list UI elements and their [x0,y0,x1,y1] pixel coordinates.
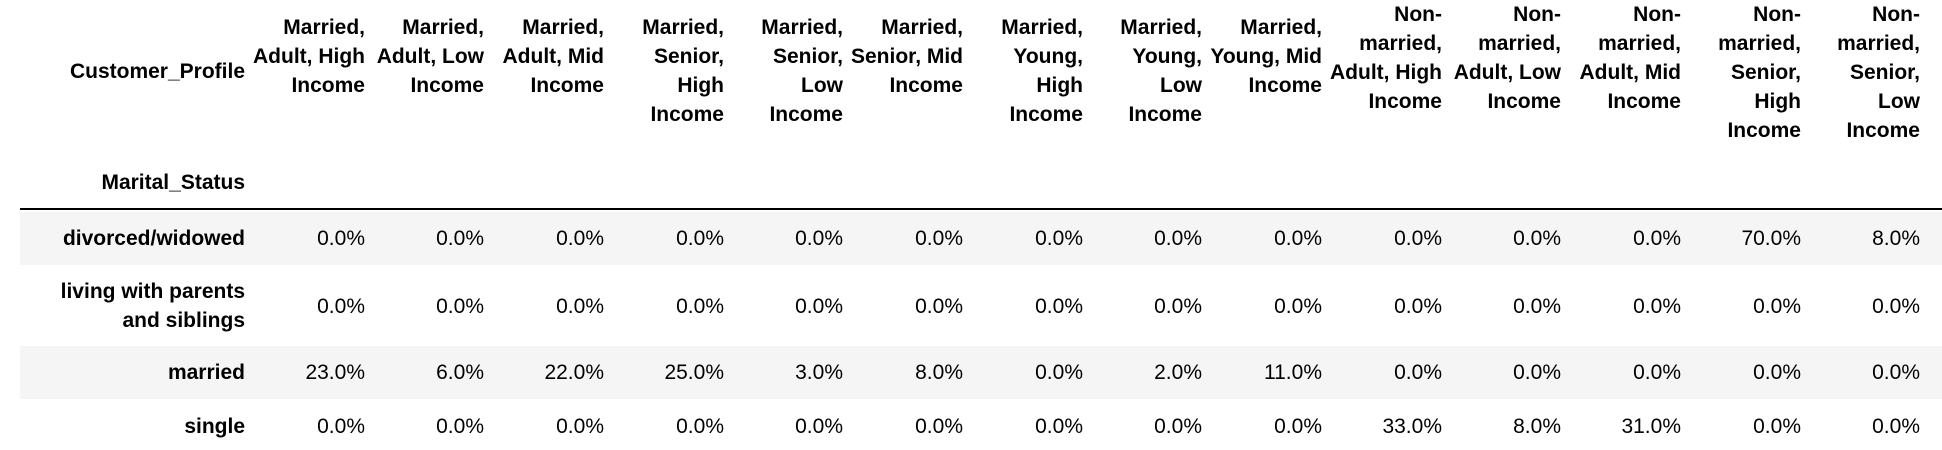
table-cell: 0.0% [1394,294,1442,318]
column-header: Married, Senior, Low Income [761,16,843,126]
table-cell: 0.0% [556,294,604,318]
table-cell: 6.0% [436,360,484,384]
header-rule [20,208,1942,210]
table-cell: 0.0% [317,294,365,318]
table-cell: 0.0% [1872,414,1920,438]
table-cell: 0.0% [1513,360,1561,384]
table-cell: 0.0% [795,226,843,250]
table-cell: 0.0% [436,294,484,318]
table-cell: 0.0% [1154,294,1202,318]
row-label: married [167,360,245,384]
table-cell: 0.0% [556,226,604,250]
table-cell: 0.0% [1035,294,1083,318]
table-cell: 0.0% [1154,226,1202,250]
index-header: Customer_Profile [69,60,245,83]
column-header: Non-married, Senior, Low Income [1837,3,1920,142]
table-cell: 0.0% [317,414,365,438]
row-label: single [184,414,245,438]
table-cell: 31.0% [1621,414,1681,438]
table-cell: 0.0% [1154,414,1202,438]
table-cell: 22.0% [544,360,604,384]
table-cell: 0.0% [1753,360,1801,384]
row-label: divorced/widowed [62,226,245,250]
table-cell: 0.0% [1872,294,1920,318]
column-header: Non-married, Adult, High Income [1330,3,1442,113]
table-cell: 0.0% [1633,360,1681,384]
table-cell: 8.0% [1872,226,1920,250]
row-band-married [20,346,1942,399]
table-cell: 0.0% [1633,226,1681,250]
table-cell: 0.0% [436,414,484,438]
table-cell: 33.0% [1382,414,1442,438]
column-header: Married, Adult, High Income [253,16,365,97]
table-cell: 2.0% [1154,360,1202,384]
table-cell: 0.0% [1274,294,1322,318]
column-header: Non-married, Adult, Mid Income [1579,3,1681,113]
row-header: Marital_Status [101,171,245,194]
column-header: Married, Young, Low Income [1120,16,1202,126]
table-cell: 0.0% [1394,360,1442,384]
table-cell: 0.0% [915,414,963,438]
column-header: Non-married, Adult, Low Income [1453,3,1561,113]
table-cell: 11.0% [1264,360,1322,384]
column-header: Married, Adult, Low Income [376,16,484,97]
table-cell: 0.0% [1513,226,1561,250]
table-cell: 0.0% [1274,414,1322,438]
table-cell: 23.0% [305,360,365,384]
table-cell: 0.0% [1035,414,1083,438]
table-cell: 0.0% [436,226,484,250]
table-cell: 0.0% [1753,414,1801,438]
column-header: Married, Young, High Income [1001,16,1083,126]
table-cell: 25.0% [664,360,724,384]
column-header: Married, Young, Mid Income [1210,16,1322,97]
table-cell: 0.0% [556,414,604,438]
table-cell: 8.0% [1513,414,1561,438]
table-cell: 0.0% [1513,294,1561,318]
table-cell: 0.0% [676,226,724,250]
column-header: Married, Senior, Mid Income [851,16,964,97]
row-label: living with parents and siblings [60,280,245,332]
table-cell: 0.0% [795,294,843,318]
table-cell: 70.0% [1741,226,1801,250]
column-header: Non-married, Senior, High Income [1718,3,1801,142]
table-cell: 0.0% [1753,294,1801,318]
table-cell: 8.0% [915,360,963,384]
table-cell: 0.0% [1274,226,1322,250]
table-cell: 0.0% [676,414,724,438]
table-cell: 0.0% [317,226,365,250]
table-cell: 0.0% [676,294,724,318]
table-cell: 0.0% [1872,360,1920,384]
table-cell: 0.0% [795,414,843,438]
table-cell: 0.0% [915,294,963,318]
table-cell: 0.0% [1035,226,1083,250]
table-cell: 0.0% [1035,360,1083,384]
table-cell: 0.0% [1633,294,1681,318]
row-band-divorced [20,212,1942,265]
table-cell: 0.0% [1394,226,1442,250]
column-header: Married, Adult, Mid Income [502,16,604,97]
table-cell: 0.0% [915,226,963,250]
table-cell: 3.0% [795,360,843,384]
column-header: Married, Senior, High Income [642,16,724,126]
